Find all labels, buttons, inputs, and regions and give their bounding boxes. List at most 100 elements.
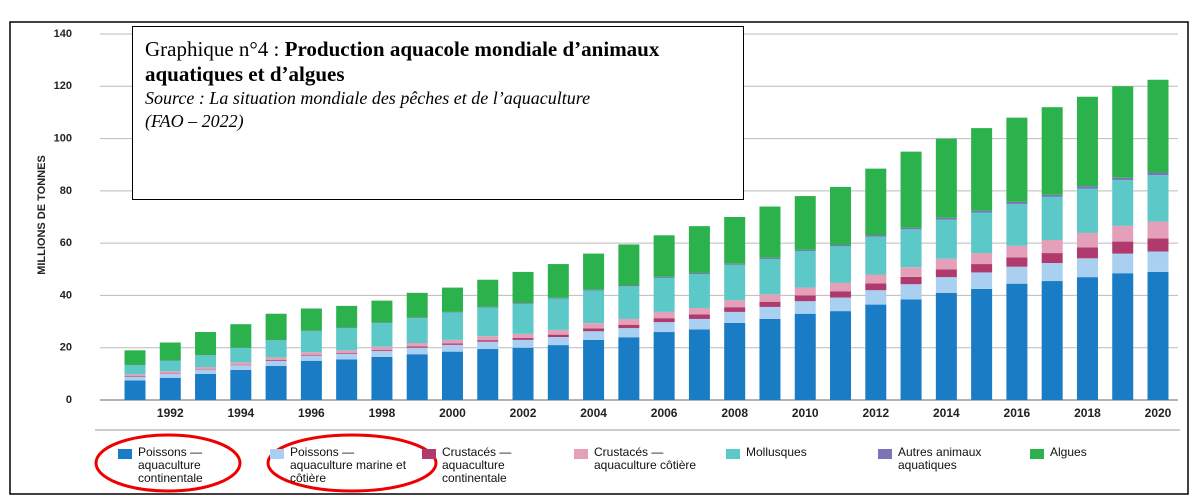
- bar-segment: [371, 323, 393, 347]
- bar-segment: [830, 282, 852, 292]
- legend-swatch: [574, 449, 588, 459]
- bar-segment: [935, 219, 957, 259]
- bar-segment: [830, 311, 852, 400]
- bar-segment: [759, 318, 781, 400]
- bar-segment: [336, 305, 358, 328]
- bar-segment: [724, 307, 746, 312]
- legend-label: Autres animaux aquatiques: [898, 445, 982, 472]
- y-tick-label: 140: [54, 28, 72, 40]
- bar-segment: [124, 380, 146, 400]
- bar-segment: [159, 342, 181, 361]
- bar-segment: [1076, 186, 1098, 189]
- bar-segment: [300, 331, 322, 353]
- bar-segment: [441, 287, 463, 312]
- bar-segment: [124, 350, 146, 365]
- x-tick-label: 1992: [157, 406, 184, 420]
- bar-segment: [618, 318, 640, 325]
- bar-segment: [830, 246, 852, 283]
- bar-segment: [1112, 241, 1134, 254]
- bar-segment: [688, 318, 710, 330]
- bar-segment: [900, 227, 922, 230]
- bar-segment: [935, 217, 957, 220]
- bar-segment: [865, 304, 887, 400]
- bar-segment: [1147, 251, 1169, 272]
- bar-segment: [830, 244, 852, 247]
- legend-swatch: [878, 449, 892, 459]
- bar-segment: [195, 355, 217, 368]
- bar-segment: [300, 308, 322, 331]
- highlight: [266, 433, 438, 493]
- bar-segment: [159, 360, 181, 372]
- bar-segment: [1041, 281, 1063, 400]
- bar-segment: [230, 365, 252, 370]
- bar-segment: [1041, 196, 1063, 241]
- x-tick-label: 1994: [227, 406, 254, 420]
- bar-segment: [830, 186, 852, 245]
- bar-segment: [583, 253, 605, 290]
- bar-segment: [477, 336, 499, 341]
- legend-swatch: [270, 449, 284, 459]
- bar-segment: [441, 311, 463, 313]
- x-tick-label: 2020: [1145, 406, 1172, 420]
- bar-segment: [512, 338, 534, 340]
- bar-segment: [195, 369, 217, 370]
- bar-segment: [1112, 180, 1134, 226]
- bar-segment: [477, 341, 499, 350]
- bar-segment: [406, 343, 428, 347]
- bar-segment: [406, 346, 428, 348]
- bar-segment: [477, 349, 499, 400]
- bar-segment: [794, 250, 816, 288]
- bar-segment: [336, 353, 358, 360]
- bar-segment: [900, 276, 922, 285]
- subtitle: Source : La situation mondiale des pêche…: [145, 88, 591, 131]
- bar-segment: [195, 369, 217, 374]
- bar-segment: [265, 360, 287, 361]
- bar-segment: [1147, 79, 1169, 173]
- bar-segment: [159, 371, 181, 374]
- bar-segment: [336, 353, 358, 354]
- bar-segment: [794, 313, 816, 400]
- legend-swatch: [118, 449, 132, 459]
- legend-swatch: [422, 449, 436, 459]
- y-tick-label: 100: [54, 132, 72, 144]
- bar-segment: [1041, 107, 1063, 195]
- x-tick-label: 2016: [1004, 406, 1031, 420]
- bar-segment: [159, 377, 181, 400]
- bar-segment: [1147, 175, 1169, 222]
- bar-segment: [406, 354, 428, 400]
- bar-segment: [900, 151, 922, 228]
- bar-segment: [1076, 96, 1098, 187]
- bar-segment: [900, 229, 922, 268]
- bar-segment: [618, 337, 640, 400]
- bar-segment: [265, 313, 287, 341]
- bar-segment: [618, 328, 640, 338]
- bar-segment: [371, 350, 393, 357]
- bar-segment: [547, 264, 569, 298]
- bar-segment: [653, 318, 675, 323]
- bar-segment: [230, 347, 252, 363]
- bar-segment: [547, 329, 569, 335]
- bar-segment: [900, 299, 922, 400]
- legend-label: Crustacés — aquaculture continentale: [442, 445, 512, 485]
- bar-segment: [371, 349, 393, 351]
- bar-segment: [477, 306, 499, 308]
- legend-label: Poissons — aquaculture marine et côtière: [290, 445, 407, 485]
- bar-segment: [124, 376, 146, 381]
- title-number: Graphique n°4 :: [145, 37, 280, 61]
- bar-segment: [865, 274, 887, 284]
- bar-segment: [759, 206, 781, 258]
- bar-segment: [583, 328, 605, 332]
- bar-segment: [1006, 266, 1028, 284]
- bar-segment: [583, 331, 605, 340]
- bar-segment: [794, 249, 816, 251]
- bar-segment: [512, 303, 534, 304]
- x-tick-label: 2002: [510, 406, 537, 420]
- y-tick-label: 80: [60, 185, 72, 197]
- bar-segment: [583, 289, 605, 291]
- bar-segment: [794, 196, 816, 250]
- bar-segment: [336, 350, 358, 354]
- bar-segment: [935, 292, 957, 400]
- bar-segment: [935, 138, 957, 218]
- bar-segment: [371, 356, 393, 400]
